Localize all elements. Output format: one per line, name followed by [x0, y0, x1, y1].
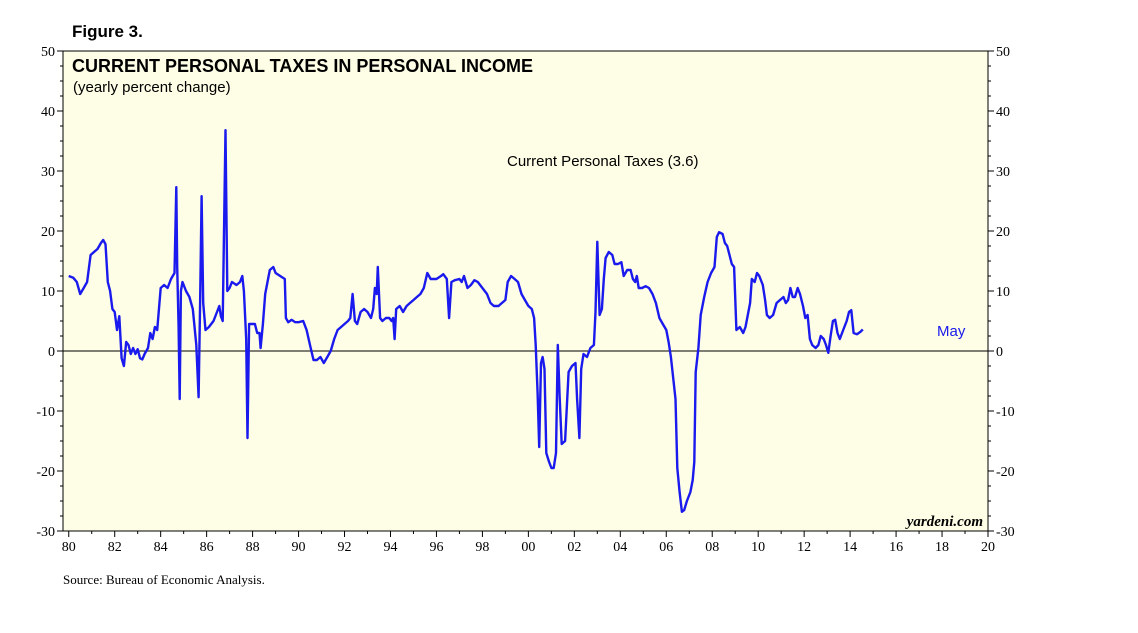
figure-label: Figure 3.: [72, 22, 143, 41]
x-tick-label: 80: [62, 540, 76, 555]
chart-title: CURRENT PERSONAL TAXES IN PERSONAL INCOM…: [72, 56, 533, 76]
series-legend-label: Current Personal Taxes (3.6): [507, 153, 698, 170]
source-note: Source: Bureau of Economic Analysis.: [63, 572, 265, 587]
x-tick-label: 20: [981, 540, 995, 555]
y-tick-label-left: 40: [41, 105, 55, 120]
y-tick-label-right: -20: [996, 465, 1015, 480]
y-tick-label-left: 10: [41, 285, 55, 300]
x-tick-label: 18: [935, 540, 949, 555]
x-tick-label: 90: [292, 540, 306, 555]
y-tick-label-left: 50: [41, 45, 55, 60]
x-tick-label: 16: [889, 540, 903, 555]
watermark: yardeni.com: [905, 514, 983, 530]
y-tick-label-left: 30: [41, 165, 55, 180]
y-tick-label-left: -30: [36, 525, 55, 540]
y-tick-label-left: 20: [41, 225, 55, 240]
y-tick-label-right: 20: [996, 225, 1010, 240]
x-tick-label: 00: [521, 540, 535, 555]
plot-area: [62, 50, 989, 532]
chart-subtitle: (yearly percent change): [73, 79, 231, 96]
x-tick-label: 84: [154, 540, 168, 555]
x-tick-label: 14: [843, 540, 857, 555]
x-tick-label: 92: [338, 540, 352, 555]
y-tick-label-right: 40: [996, 105, 1010, 120]
x-axis: 80 82 84 86 88 90 92 94 96 98 00 02 04 06 08 10 12 14 16 18…: [62, 531, 995, 555]
y-tick-label-left: -20: [36, 465, 55, 480]
y-tick-label-right: -30: [996, 525, 1015, 540]
series-line: [68, 129, 864, 513]
y-tick-label-right: 0: [996, 345, 1003, 360]
x-tick-label: 02: [567, 540, 581, 555]
y-tick-label-right: 50: [996, 45, 1010, 60]
x-tick-label: 08: [705, 540, 719, 555]
y-tick-label-left: -10: [36, 405, 55, 420]
x-tick-label: 96: [429, 540, 443, 555]
y-tick-label-left: 0: [48, 345, 55, 360]
y-tick-label-right: 30: [996, 165, 1010, 180]
x-tick-label: 06: [659, 540, 673, 555]
x-tick-label: 82: [108, 540, 122, 555]
x-tick-label: 10: [751, 540, 765, 555]
x-tick-label: 98: [475, 540, 489, 555]
x-tick-label: 86: [200, 540, 214, 555]
end-label: May: [937, 323, 966, 340]
x-tick-label: 94: [383, 540, 397, 555]
x-tick-label: 04: [613, 540, 627, 555]
y-axis-left: -30 -20 -10 0 10 20 30 40 50: [36, 45, 63, 540]
x-tick-label: 88: [246, 540, 260, 555]
y-tick-label-right: 10: [996, 285, 1010, 300]
x-tick-label: 12: [797, 540, 811, 555]
y-axis-right: -30 -20 -10 0 10 20 30 40 50: [988, 45, 1015, 540]
y-tick-label-right: -10: [996, 405, 1015, 420]
